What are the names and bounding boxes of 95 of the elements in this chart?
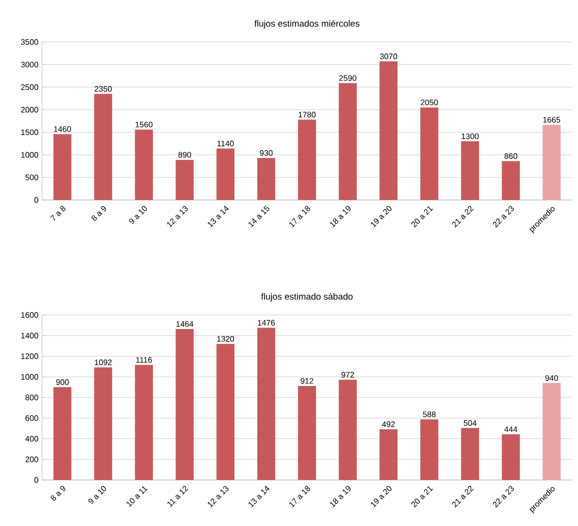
data-label: 444 <box>504 426 518 432</box>
x-tick-label: 13 a 14 <box>248 486 270 508</box>
bar <box>53 387 72 480</box>
x-tick-label: 20 a 21 <box>411 486 433 508</box>
data-label: 492 <box>382 421 395 428</box>
y-tick-label: 1600 <box>21 312 38 318</box>
data-label: 1300 <box>462 133 479 140</box>
y-tick-label: 1400 <box>21 332 38 338</box>
y-tick-label: 1500 <box>21 129 38 136</box>
data-label: 1460 <box>54 126 71 132</box>
data-label: 1560 <box>136 122 153 128</box>
y-tick-label: 1200 <box>21 353 38 360</box>
data-label: 504 <box>464 420 477 426</box>
y-tick-label: 500 <box>25 174 38 180</box>
data-label: 972 <box>341 372 354 378</box>
data-label: 1092 <box>94 360 112 366</box>
data-label: 940 <box>545 375 558 381</box>
bar <box>542 383 561 480</box>
x-tick-label: 14 a 15 <box>248 205 270 228</box>
x-tick-label: 13 a 14 <box>208 206 229 228</box>
x-tick-label: 18 a 19 <box>330 486 351 508</box>
bar <box>176 160 194 200</box>
y-tick-label: 1000 <box>21 152 38 158</box>
x-tick-label: 12 a 13 <box>167 206 188 228</box>
data-label: 860 <box>504 153 518 159</box>
bar <box>94 94 112 200</box>
x-tick-label: 19 a 20 <box>370 486 392 508</box>
bar <box>134 130 153 200</box>
x-tick-label: 8 a 9 <box>92 206 106 221</box>
bar <box>338 83 357 200</box>
y-tick-label: 2000 <box>21 106 38 113</box>
bar <box>461 141 480 200</box>
data-label: 1116 <box>136 357 152 363</box>
bar <box>257 158 276 200</box>
x-tick-label: 20 a 21 <box>411 206 433 228</box>
y-tick-label: 0 <box>34 477 38 483</box>
y-tick-label: 3000 <box>20 62 38 68</box>
y-tick-label: 800 <box>25 394 38 400</box>
chart-title: flujos estimado sábado <box>261 292 353 302</box>
y-tick-label: 3500 <box>20 39 38 45</box>
bar <box>134 364 153 480</box>
y-tick-label: 600 <box>26 415 38 421</box>
y-tick-label: 400 <box>25 436 38 442</box>
y-tick-label: 200 <box>26 456 38 462</box>
chart-title: flujos estimados miércoles <box>254 20 360 28</box>
data-label: 1665 <box>543 116 560 123</box>
x-tick-label: 8 a 9 <box>50 486 66 501</box>
x-tick-label: 21 a 22 <box>452 486 474 508</box>
bar <box>176 329 194 480</box>
bar <box>380 61 398 200</box>
x-tick-label: 12 a 13 <box>208 486 229 508</box>
bar <box>502 434 520 480</box>
x-tick-label: 22 a 23 <box>492 206 514 228</box>
bar <box>502 161 520 200</box>
bar <box>542 124 561 200</box>
data-label: 1780 <box>298 112 316 118</box>
data-label: 900 <box>56 379 69 385</box>
bar <box>94 367 112 480</box>
bar <box>216 344 234 480</box>
bar <box>338 380 357 480</box>
bar <box>420 419 438 480</box>
bar <box>298 386 316 480</box>
y-tick-label: 1000 <box>21 374 38 380</box>
x-tick-label: 17 a 18 <box>289 486 310 508</box>
data-label: 2050 <box>420 100 438 106</box>
data-label: 2350 <box>94 86 112 92</box>
x-tick-label: 21 a 22 <box>452 206 474 228</box>
x-tick-label: 10 a 11 <box>126 486 148 507</box>
data-label: 890 <box>178 152 192 158</box>
x-tick-label: 17 a 18 <box>289 206 310 228</box>
x-tick-label: 7 a 8 <box>50 206 66 221</box>
data-label: 1140 <box>217 140 234 146</box>
x-tick-label: 22 a 23 <box>492 486 514 508</box>
bar <box>216 148 234 200</box>
y-tick-label: 2500 <box>21 84 38 90</box>
bar <box>257 328 276 480</box>
x-tick-label: 18 a 19 <box>330 206 351 228</box>
data-label: 588 <box>422 411 436 418</box>
data-label: 2590 <box>339 75 356 81</box>
data-label: 1476 <box>258 320 275 326</box>
bar <box>298 120 316 200</box>
data-label: 3070 <box>380 54 398 60</box>
data-label: 1320 <box>217 336 234 342</box>
data-label: 912 <box>300 378 314 384</box>
bar <box>461 428 480 480</box>
x-tick-label: 11 a 12 <box>167 486 188 507</box>
y-tick-label: 0 <box>34 197 38 203</box>
data-label: 1464 <box>176 321 194 327</box>
x-tick-label: 9 a 10 <box>88 486 106 504</box>
bar <box>53 134 72 200</box>
x-tick-label: 9 a 10 <box>129 206 147 224</box>
bar <box>420 107 438 200</box>
bar <box>380 429 398 480</box>
data-label: 930 <box>260 150 273 156</box>
x-tick-label: 19 a 20 <box>370 206 392 228</box>
